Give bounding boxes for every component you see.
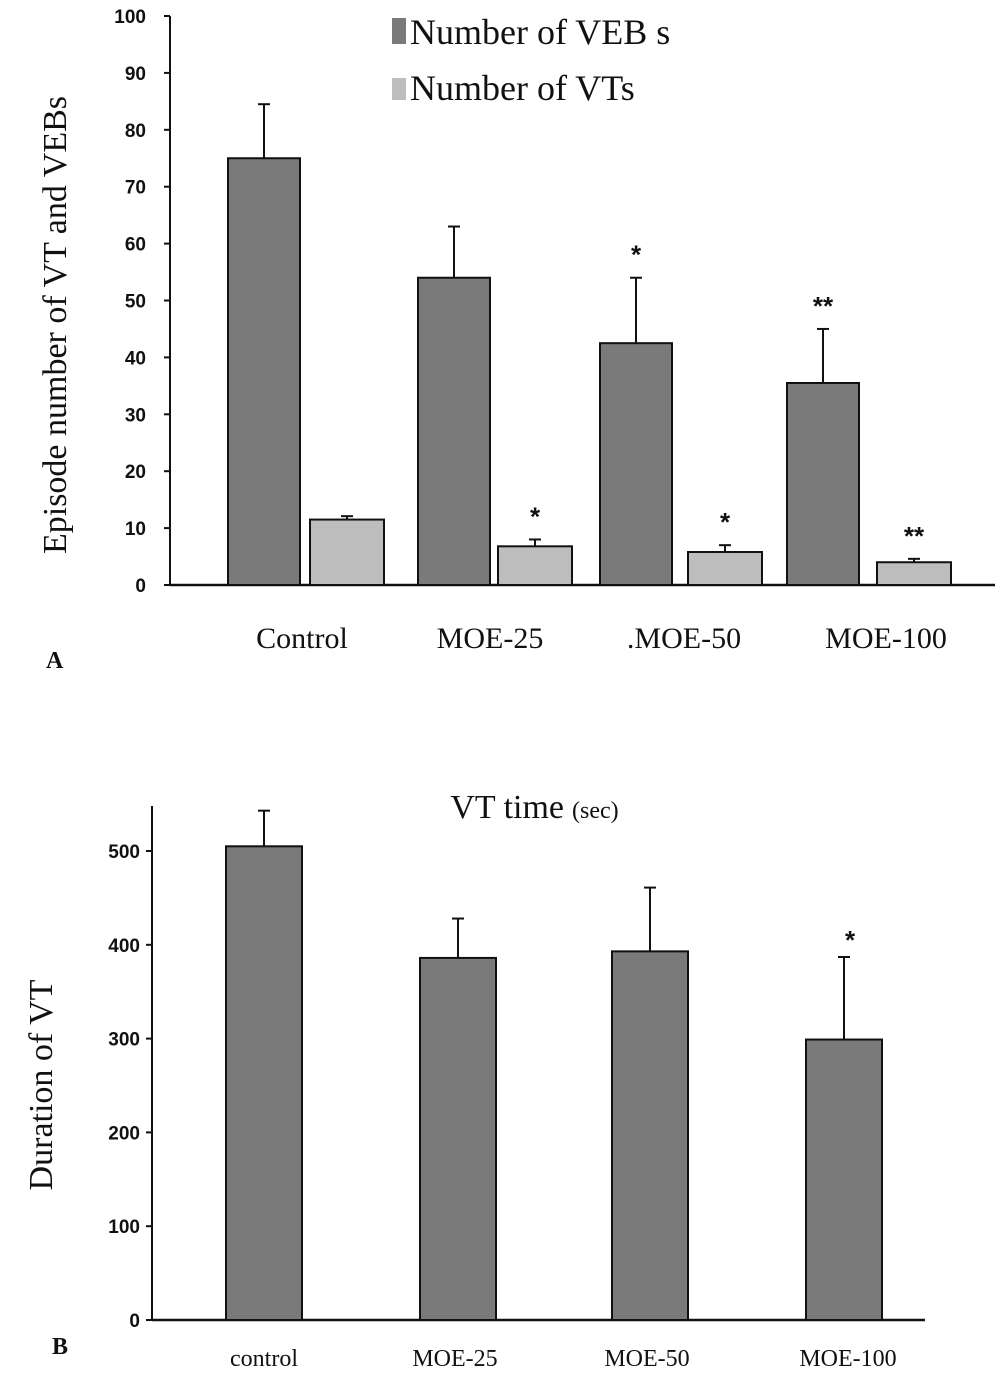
y-tick-label: 0 [135,576,146,597]
significance-marker: * [631,240,642,270]
bar-veb [786,382,860,586]
y-tick-label: 500 [108,842,140,863]
panel-label: B [52,1334,68,1360]
y-tick-label: 90 [125,64,146,85]
significance-marker: ** [904,521,925,551]
significance-marker: ** [813,291,834,321]
x-tick-label: MOE-25 [437,622,544,655]
bar [419,956,497,1321]
legend-label-vt: Number of VTs [410,68,635,108]
y-tick-label: 100 [108,1217,140,1238]
y-tick-label: 80 [125,121,146,142]
bar [225,845,303,1321]
y-tick-label: 10 [125,519,146,540]
bar-vt [876,561,952,586]
chart-title-unit: (sec) [572,798,619,824]
significance-marker: * [845,925,856,955]
y-axis-label: Episode number of VT and VEBs [37,96,74,554]
legend-swatch-vt [392,78,406,100]
chart-panel-a: Episode number of VT and VEBs A Number o… [37,7,995,674]
x-tick-label: MOE-25 [412,1346,497,1372]
legend: Number of VEB s Number of VTs [392,12,670,108]
x-tick-label: MOE-50 [604,1346,689,1372]
significance-marker: * [720,507,731,537]
y-tick-label: 100 [114,7,146,28]
bar-veb [417,276,491,586]
y-tick-label: 60 [125,235,146,256]
y-tick-label: 30 [125,405,146,426]
bar [611,950,689,1322]
y-tick-label: 50 [125,292,146,313]
y-tick-label: 40 [125,348,146,369]
bar-vt [497,545,573,586]
y-tick-label: 20 [125,462,146,483]
x-tick-label: MOE-100 [799,1346,896,1372]
bar-vt [309,518,385,586]
x-tick-label: control [230,1346,298,1372]
x-tick-label: Control [256,622,348,655]
bar-veb [227,157,301,586]
y-tick-label: 200 [108,1123,140,1144]
bar-vt [687,550,763,586]
chart-title-text: VT time [450,789,564,826]
legend-swatch-veb [392,18,406,44]
significance-marker: * [530,501,541,531]
bar [805,1038,883,1321]
y-tick-label: 0 [129,1311,140,1332]
y-tick-label: 70 [125,178,146,199]
y-tick-label: 400 [108,936,140,957]
y-axis-label: Duration of VT [23,979,60,1190]
legend-label-veb: Number of VEB s [410,12,670,52]
y-tick-label: 300 [108,1030,140,1051]
chart-title: VT time (sec) [450,789,618,826]
x-tick-label: MOE-100 [825,622,947,655]
panel-label: A [46,648,64,674]
bar-veb [599,342,673,586]
x-tick-label: .MOE-50 [627,622,741,655]
chart-panel-b: Duration of VT B VT time (sec) 0 100 200 30… [23,789,925,1372]
